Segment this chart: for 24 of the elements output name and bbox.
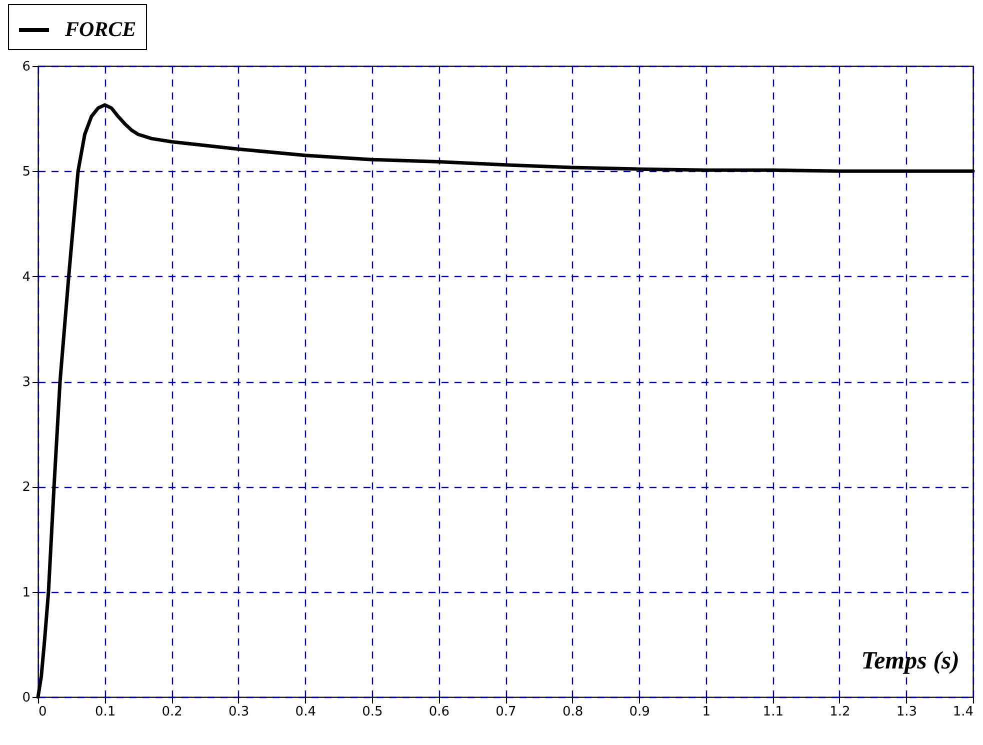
y-tick-label: 4	[22, 270, 30, 285]
x-tick-label: 0.9	[629, 704, 650, 720]
x-tick-label: 0.2	[162, 704, 182, 720]
x-axis-title: Temps (s)	[861, 648, 960, 674]
x-tick-label: 1	[702, 704, 710, 720]
x-tick-label: 0.7	[496, 704, 516, 720]
y-tick-label: 2	[22, 480, 30, 496]
y-tick-label: 0	[22, 690, 30, 706]
y-tick-label: 1	[22, 585, 30, 600]
x-tick-label: 1.3	[896, 704, 918, 720]
x-tick-label: 0.8	[562, 704, 584, 720]
x-tick-label: 1.2	[830, 704, 850, 720]
legend-label: FORCE	[64, 17, 136, 41]
x-tick-label: 0.6	[428, 704, 450, 720]
x-tick-label: 0	[38, 704, 47, 720]
y-tick-label: 6	[22, 60, 30, 74]
y-tick-label: 5	[22, 164, 30, 180]
x-tick-label: 1.1	[762, 704, 784, 720]
x-tick-label: 0.1	[94, 704, 116, 720]
x-tick-label: 0.5	[362, 704, 383, 720]
x-tick-label: 1.4	[952, 704, 974, 720]
x-tick-label: 0.4	[295, 704, 316, 720]
y-tick-label: 3	[22, 375, 30, 390]
x-tick-label: 0.3	[228, 704, 250, 720]
